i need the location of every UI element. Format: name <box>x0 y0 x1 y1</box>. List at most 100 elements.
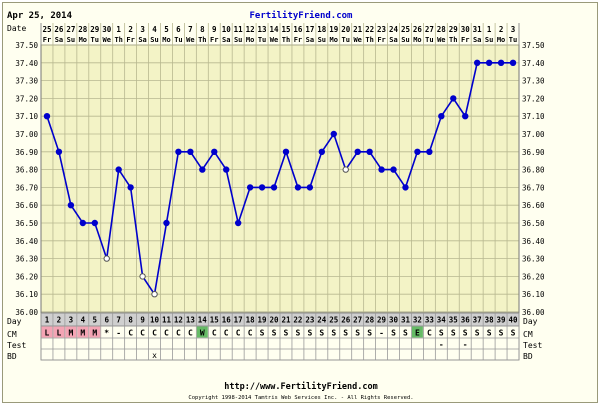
date-label: 12 <box>246 25 255 34</box>
date-label: 29 <box>449 25 459 34</box>
cm-value: C <box>176 329 181 338</box>
weekday-label: Th <box>114 36 122 44</box>
day-number: 5 <box>93 316 98 325</box>
weekday-label: Sa <box>138 36 146 44</box>
cm-value: C <box>427 329 432 338</box>
date-label: 22 <box>365 25 374 34</box>
cm-value: M <box>68 329 73 338</box>
weekday-label: Su <box>485 36 493 44</box>
weekday-label: Sa <box>55 36 63 44</box>
day-number: 11 <box>162 316 172 325</box>
temperature-point <box>330 130 337 138</box>
cm-value: C <box>164 329 169 338</box>
weekday-label: We <box>103 36 111 44</box>
cm-value: * <box>104 329 109 338</box>
cm-value: S <box>319 329 324 338</box>
y-tick-label-right: 36.10 <box>522 290 545 299</box>
header-site: FertilityFriend.com <box>250 10 354 21</box>
weekday-label: Tu <box>174 36 182 44</box>
weekday-label: We <box>437 36 445 44</box>
day-number: 22 <box>293 316 302 325</box>
test-row-label: Test <box>7 341 26 350</box>
weekday-label: Su <box>150 36 158 44</box>
weekday-label: Sa <box>222 36 230 44</box>
cm-value: M <box>92 329 97 338</box>
temperature-point <box>91 219 98 227</box>
date-label: 3 <box>140 25 145 34</box>
y-tick-label-right: 37.30 <box>522 77 545 86</box>
day-number: 9 <box>140 316 145 325</box>
date-label: 1 <box>487 25 492 34</box>
y-tick-label-right: 36.40 <box>522 237 545 246</box>
day-number: 34 <box>437 316 447 325</box>
temperature-point-open <box>139 273 146 280</box>
cm-value: W <box>200 329 205 338</box>
y-tick-label-right: 36.60 <box>522 201 545 210</box>
cm-value: S <box>260 329 265 338</box>
date-label: 28 <box>78 25 88 34</box>
day-row-label-right: Day <box>523 317 538 326</box>
temperature-point <box>426 148 433 156</box>
date-label: 14 <box>270 25 280 34</box>
menstruation-cell <box>53 326 65 338</box>
weekday-label: Su <box>318 36 326 44</box>
day-number: 10 <box>150 316 160 325</box>
date-label: 20 <box>341 25 351 34</box>
weekday-label: Fr <box>126 36 134 44</box>
temperature-point <box>234 219 242 227</box>
temperature-point <box>127 184 134 191</box>
weekday-label: Fr <box>43 36 51 44</box>
temperature-line <box>46 61 513 297</box>
date-label: 2 <box>499 25 504 34</box>
day-number: 24 <box>317 316 327 325</box>
menstruation-cell <box>65 326 77 338</box>
fertility-chart: Apr 25, 2014 FertilityFriend.comDateDayCM… <box>7 10 545 401</box>
day-number: 21 <box>281 316 291 325</box>
weekday-label: Mo <box>330 36 338 44</box>
footer-url: http://www.FertilityFriend.com <box>224 381 378 392</box>
temperature-point-open <box>103 255 110 262</box>
y-tick-label-right: 36.20 <box>522 272 545 281</box>
y-tick-label-left: 36.20 <box>15 272 38 281</box>
temperature-point <box>55 148 63 156</box>
temperature-point <box>318 148 326 156</box>
date-label: 8 <box>200 25 205 34</box>
day-number: 7 <box>116 316 121 325</box>
day-number: 26 <box>341 316 351 325</box>
y-tick-label-left: 36.70 <box>15 183 38 192</box>
weekday-label: Su <box>67 36 75 44</box>
day-number: 3 <box>69 316 74 325</box>
date-label: 17 <box>305 25 314 34</box>
day-number: 2 <box>57 316 62 325</box>
temperature-point <box>223 166 230 173</box>
temperature-point <box>509 59 517 66</box>
y-tick-label-right: 37.10 <box>522 112 545 121</box>
temperature-point <box>497 59 505 66</box>
date-label: 4 <box>152 25 157 34</box>
date-label: 18 <box>317 25 327 34</box>
cm-value: C <box>212 329 217 338</box>
temperature-point <box>163 219 170 227</box>
weekday-label: Tu <box>258 36 266 44</box>
menstruation-cell <box>41 326 53 338</box>
weekday-label: Tu <box>91 36 99 44</box>
day-number: 36 <box>461 316 471 325</box>
cm-value: E <box>415 329 420 338</box>
day-number: 25 <box>329 316 338 325</box>
bd-row-label: BD <box>7 352 17 361</box>
day-number: 13 <box>186 316 196 325</box>
date-label: 9 <box>212 25 217 34</box>
temperature-point <box>211 148 218 156</box>
date-label: 30 <box>102 25 112 34</box>
day-number: 40 <box>509 316 519 325</box>
y-tick-label-right: 37.50 <box>522 41 545 50</box>
date-label: 24 <box>389 25 399 34</box>
date-label: 23 <box>377 25 387 34</box>
y-tick-label-left: 36.50 <box>15 219 38 228</box>
cm-value: S <box>296 329 301 338</box>
temperature-point <box>43 113 51 120</box>
day-number: 31 <box>401 316 411 325</box>
y-tick-label-right: 37.20 <box>522 94 545 103</box>
date-label: 19 <box>329 25 339 34</box>
temperature-point <box>462 113 469 120</box>
